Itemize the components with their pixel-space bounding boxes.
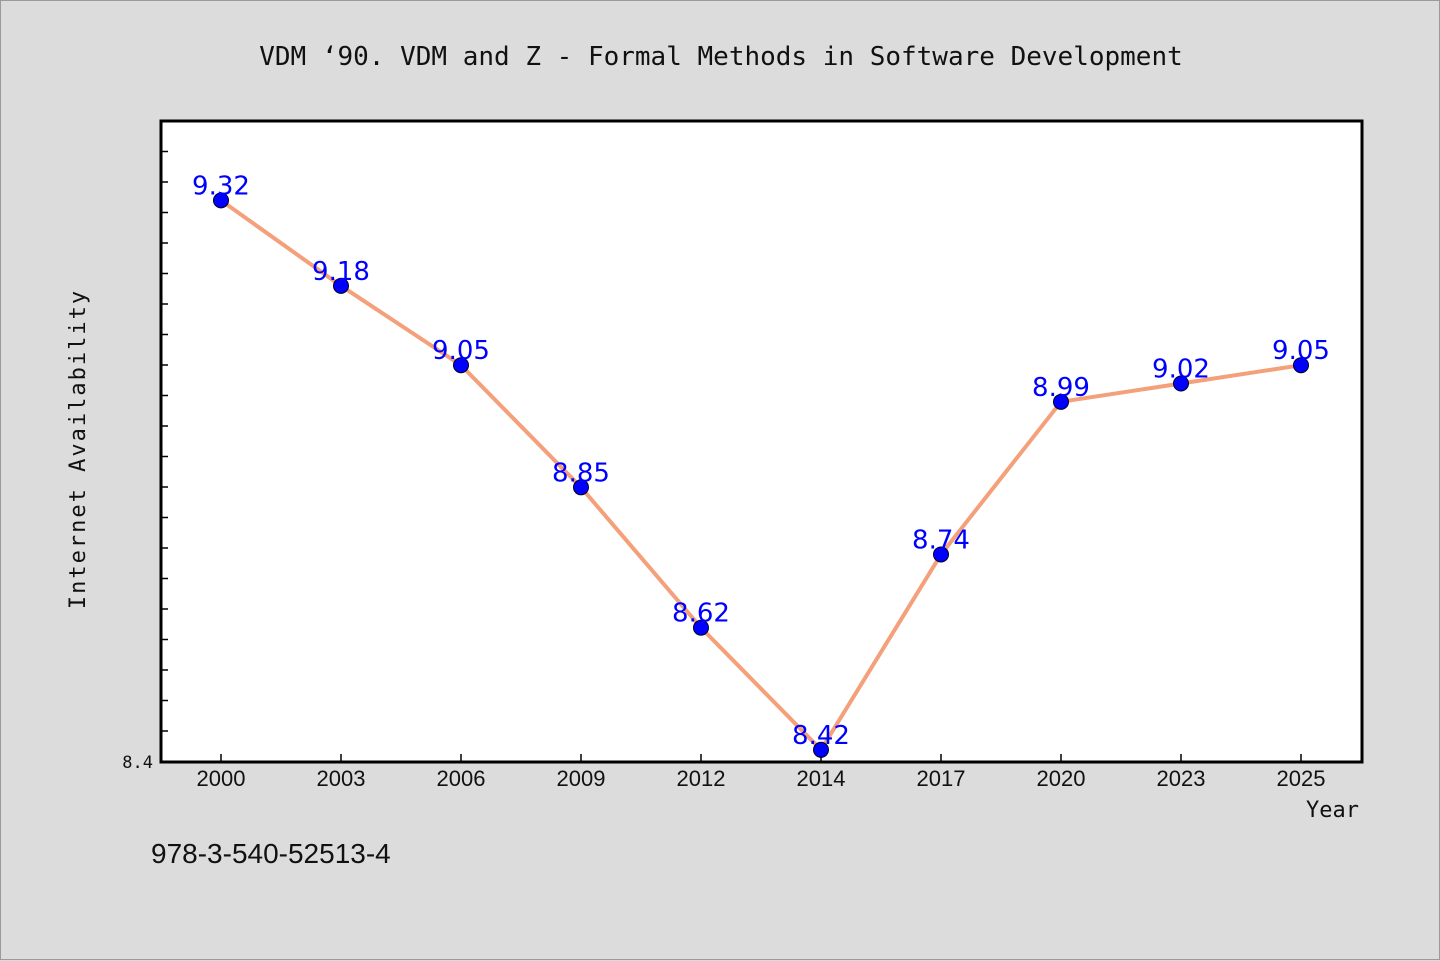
x-tick-label: 2009	[557, 766, 606, 791]
data-point-marker	[1293, 357, 1309, 374]
x-tick-label: 2003	[317, 766, 366, 791]
data-point-marker	[813, 741, 829, 758]
data-point-marker	[1173, 375, 1189, 392]
plot-area	[159, 119, 1364, 764]
data-label: 9.05	[1272, 336, 1330, 366]
data-label: 8.99	[1032, 373, 1090, 403]
data-label: 8.85	[552, 458, 610, 488]
y-axis-minor-ticks	[161, 150, 168, 732]
x-tick-label: 2023	[1157, 766, 1206, 791]
data-label: 9.18	[312, 257, 370, 287]
x-tick-label: 2006	[437, 766, 486, 791]
data-labels: 9.32 9.18 9.05 8.85 8.62 8.42 8.74 8.99 9.02 9.05	[192, 171, 1330, 750]
x-tick-label: 2017	[917, 766, 966, 791]
x-tick-label: 2014	[797, 766, 846, 791]
data-point-marker	[933, 546, 949, 563]
x-tick-label: 2020	[1037, 766, 1086, 791]
data-label: 8.42	[792, 721, 850, 751]
x-axis-label: Year	[1306, 798, 1359, 823]
data-label: 9.02	[1152, 355, 1210, 385]
data-label: 8.74	[912, 525, 970, 555]
data-point-marker	[1053, 393, 1069, 410]
chart-title: VDM ‘90. VDM and Z - Formal Methods in S…	[259, 42, 1183, 72]
data-label: 9.05	[432, 336, 490, 366]
data-label: 9.32	[192, 171, 250, 201]
series-line-group	[219, 198, 1303, 752]
y-axis-label: Internet Availability	[66, 289, 91, 609]
data-point-marker	[453, 357, 469, 374]
x-axis-ticks: 2000 2003 2006 2009 2012 2014 2017 2020 2023 2025	[197, 754, 1326, 791]
series-line	[219, 198, 1303, 752]
series-markers	[213, 192, 1309, 758]
data-point-marker	[333, 277, 349, 294]
data-point-marker	[693, 619, 709, 636]
x-tick-label: 2012	[677, 766, 726, 791]
data-point-marker	[573, 479, 589, 496]
data-label: 8.62	[672, 599, 730, 629]
data-point-marker	[213, 192, 229, 209]
y-axis-tick-labels: 8.4	[122, 753, 153, 773]
x-tick-label: 2025	[1277, 766, 1326, 791]
x-tick-label: 2000	[197, 766, 246, 791]
y-tick-label: 8.4	[122, 753, 153, 773]
isbn-annotation: 978-3-540-52513-4	[151, 838, 391, 869]
